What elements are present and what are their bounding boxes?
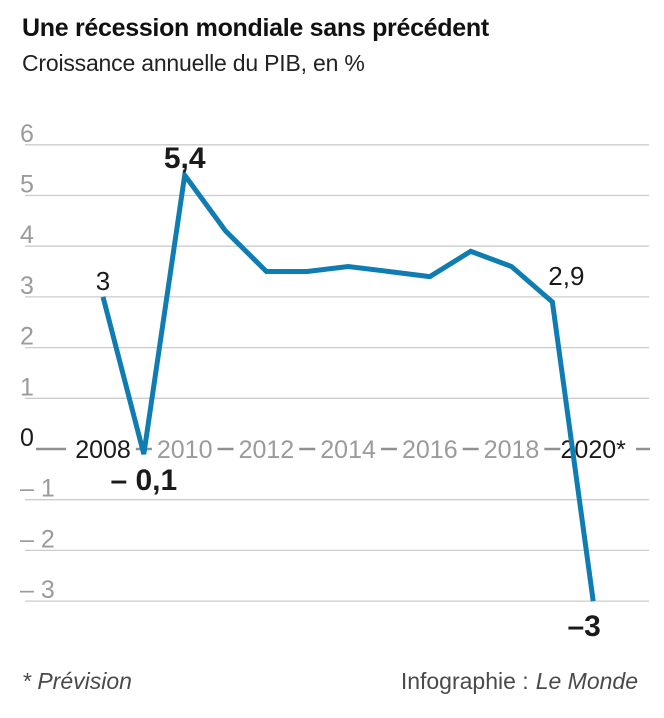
x-tick-label: 2016: [402, 436, 458, 464]
y-tick-label: 0: [20, 424, 34, 452]
point-label: 3: [96, 266, 110, 296]
y-tick-label: 4: [20, 221, 34, 249]
x-tick-label: 2010: [157, 436, 213, 464]
y-tick-label: – 1: [20, 475, 55, 503]
point-label: –3: [568, 610, 601, 643]
credit-prefix: Infographie :: [400, 668, 529, 694]
y-tick-label: 5: [20, 171, 34, 199]
x-tick-label: 2014: [320, 436, 376, 464]
point-label: 2,9: [548, 261, 584, 291]
infographic-credit: Infographie : Le Monde: [401, 668, 638, 695]
y-tick-label: 6: [20, 120, 34, 148]
x-tick-label: 2008: [75, 436, 131, 464]
y-tick-label: 1: [20, 373, 34, 401]
x-tick-label: 2018: [484, 436, 540, 464]
point-label: – 0,1: [110, 464, 177, 497]
credit-source: Le Monde: [535, 668, 638, 694]
point-label: 5,4: [164, 142, 206, 175]
forecast-footnote: * Prévision: [22, 668, 132, 694]
y-tick-label: – 3: [20, 576, 55, 604]
chart-subtitle: Croissance annuelle du PIB, en %: [22, 50, 365, 76]
chart-title: Une récession mondiale sans précédent: [22, 14, 489, 42]
y-tick-label: – 2: [20, 525, 55, 553]
y-tick-label: 2: [20, 323, 34, 351]
y-tick-label: 3: [20, 272, 34, 300]
x-tick-label: 2012: [239, 436, 295, 464]
gdp-growth-line: [100, 168, 596, 602]
